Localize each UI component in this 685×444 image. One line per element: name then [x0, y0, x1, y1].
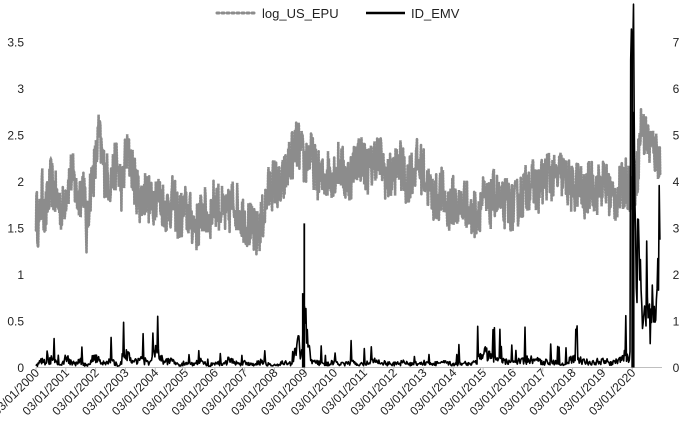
y-left-tick: 3	[17, 82, 24, 96]
y-right-tick: 0	[673, 361, 680, 375]
y-right-tick: 7	[673, 36, 680, 50]
y-left-tick: 2	[17, 175, 24, 189]
y-left-tick: 0.5	[7, 315, 24, 329]
y-right-tick: 1	[673, 315, 680, 329]
series-id-emv	[35, 3, 661, 368]
y-axis-left: 0 0.5 1 1.5 2 2.5 3 3.5	[7, 36, 24, 376]
y-right-tick: 5	[673, 129, 680, 143]
y-left-tick: 2.5	[7, 129, 24, 143]
line-log-us-epu	[34, 109, 662, 255]
y-axis-right: 0 1 2 3 4 5 6 7	[673, 36, 680, 376]
y-right-tick: 6	[673, 82, 680, 96]
line-id-emv	[35, 3, 661, 368]
y-left-tick: 1	[17, 268, 24, 282]
legend: log_US_EPU ID_EMV	[215, 6, 460, 21]
y-left-tick: 1.5	[7, 222, 24, 236]
series-log-us-epu	[34, 109, 662, 255]
y-left-tick: 3.5	[7, 36, 24, 50]
x-axis-ticks: 03/01/200003/01/200103/01/200203/01/2003…	[0, 365, 639, 418]
y-right-tick: 4	[673, 175, 680, 189]
y-right-tick: 3	[673, 222, 680, 236]
y-left-tick: 0	[17, 361, 24, 375]
y-right-tick: 2	[673, 268, 680, 282]
legend-label-id-emv: ID_EMV	[411, 6, 460, 21]
legend-label-log-us-epu: log_US_EPU	[262, 6, 339, 21]
